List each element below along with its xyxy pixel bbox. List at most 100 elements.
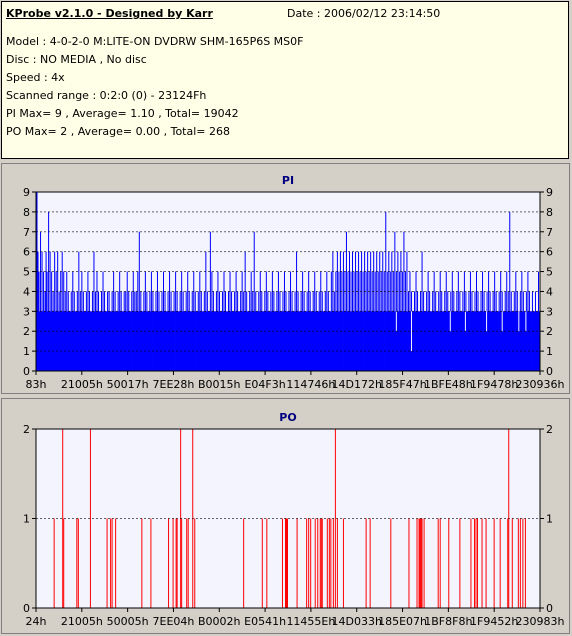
plot-frame [35,428,541,609]
y-tick-label-right: 3 [546,305,553,318]
y-tick-label-right: 5 [546,266,553,279]
y-tick-label-right: 9 [546,186,553,199]
y-tick-label: 4 [23,285,30,298]
x-tick-label: 230936h [516,378,565,391]
pi-bar [86,311,91,371]
y-tick-label: 7 [23,226,30,239]
po-chart-panel: PO 0 0 1 1 2 2 24h 21005h 50005h 7EE04h B0002h E0541… [1,398,570,634]
y-tick-label-right: 2 [546,325,553,338]
pi-bar [447,311,453,371]
x-tick-label: 50017h [107,378,149,391]
x-tick-label: 50005h [107,615,149,628]
pi-bar [464,311,469,371]
chart-title: PI [282,174,294,187]
y-tick-label-right: 0 [546,365,553,378]
pi-bar [107,311,112,371]
x-tick-label: 11455Eh [286,615,335,628]
y-tick-label: 0 [23,602,30,615]
y-tick-label: 3 [23,305,30,318]
pi-bar [199,311,205,371]
y-tick-label-right: 0 [546,602,553,615]
pi-bar [351,311,356,371]
y-tick-label: 1 [23,513,30,526]
y-tick-label-right: 8 [546,206,553,219]
pi-bar [162,311,167,371]
drive-model: Model : 4-0-2-0 M:LITE-ON DVDRW SHM-165P… [6,35,304,48]
y-tick-label: 2 [23,325,30,338]
x-tick-label: 185E07h [378,615,427,628]
pi-bar [124,311,129,371]
po-summary: PO Max= 2 , Average= 0.00 , Total= 268 [6,125,230,138]
info-panel: KProbe v2.1.0 - Designed by Karr Date : … [1,1,569,159]
scan-date: Date : 2006/02/12 23:14:50 [287,7,441,20]
pi-bar [183,311,188,371]
app-title: KProbe v2.1.0 - Designed by Karr [6,7,213,20]
x-tick-label: 7EE04h [153,615,195,628]
pi-chart-panel: PI 0 0 1 1 2 2 3 3 4 4 5 5 6 6 7 7 8 8 9 9 83h 21005h 50017h 7EE… [1,163,570,394]
disc-info: Disc : NO MEDIA , No disc [6,53,147,66]
x-tick-label: 1F9478h [470,378,518,391]
pi-bar [426,311,432,371]
x-tick-label: E0541h [244,615,286,628]
y-tick-label-right: 7 [546,226,553,239]
x-tick-label: 7EE28h [153,378,195,391]
y-tick-label-right: 1 [546,513,553,526]
pi-bar [481,311,486,371]
y-tick-label: 0 [23,365,30,378]
pi-bar [443,311,448,371]
pi-bar [178,311,184,371]
x-tick-label: 114746h [286,378,335,391]
x-tick-label: 230983h [516,615,565,628]
pi-bar [103,311,108,371]
pi-bar [275,311,280,371]
pi-bar [254,311,259,371]
y-tick-label-right: 2 [546,423,553,436]
pi-bar [388,311,394,371]
pi-bar [292,311,297,371]
y-tick-label: 8 [23,206,30,219]
x-tick-label: 21005h [61,378,103,391]
pi-bar [367,311,373,371]
pi-bar [145,311,150,371]
chart-title: PO [279,411,296,424]
pi-bar [216,311,222,371]
pi-bar [519,311,524,371]
y-tick-label: 1 [23,345,30,358]
x-tick-label: 14D033h [332,615,382,628]
pi-bar [502,311,507,371]
x-tick-label: 24h [26,615,47,628]
x-tick-label: 14D172h [332,378,382,391]
po-chart: PO 0 0 1 1 2 2 24h 21005h 50005h 7EE04h B0002h E0541… [23,411,565,628]
y-tick-label-right: 1 [546,345,553,358]
x-tick-label: 1BF8F8h [424,615,472,628]
y-tick-label: 9 [23,186,30,199]
pi-bar [405,311,411,371]
y-tick-label: 6 [23,246,30,259]
pi-bar [485,311,490,371]
x-tick-label: 83h [26,378,47,391]
pi-bar [48,311,54,371]
x-tick-label: B0002h [198,615,241,628]
pi-bar [523,311,528,371]
pi-bar [372,311,377,371]
pi-bar [69,311,75,371]
pi-bar [258,311,264,371]
scanned-range: Scanned range : 0:2:0 (0) - 23124Fh [6,89,207,102]
pi-bar [334,311,339,371]
x-tick-label: 1F9452h [470,615,518,628]
pi-bar [330,311,335,371]
pi-chart: PI 0 0 1 1 2 2 3 3 4 4 5 5 6 6 7 7 8 8 9 9 83h 21005h 50017h 7EE… [23,174,565,391]
pi-bar [220,311,226,371]
pi-bar [237,311,243,371]
y-tick-label-right: 4 [546,285,553,298]
pi-bar [296,311,301,371]
pi-bar [409,311,415,371]
pi-bar [141,311,146,371]
y-tick-label: 5 [23,266,30,279]
y-tick-label: 2 [23,423,30,436]
pi-bar [65,311,70,371]
plot-frame [35,191,541,372]
scan-speed: Speed : 4x [6,71,65,84]
x-tick-label: 21005h [61,615,103,628]
pi-summary: PI Max= 9 , Average= 1.10 , Total= 19042 [6,107,239,120]
